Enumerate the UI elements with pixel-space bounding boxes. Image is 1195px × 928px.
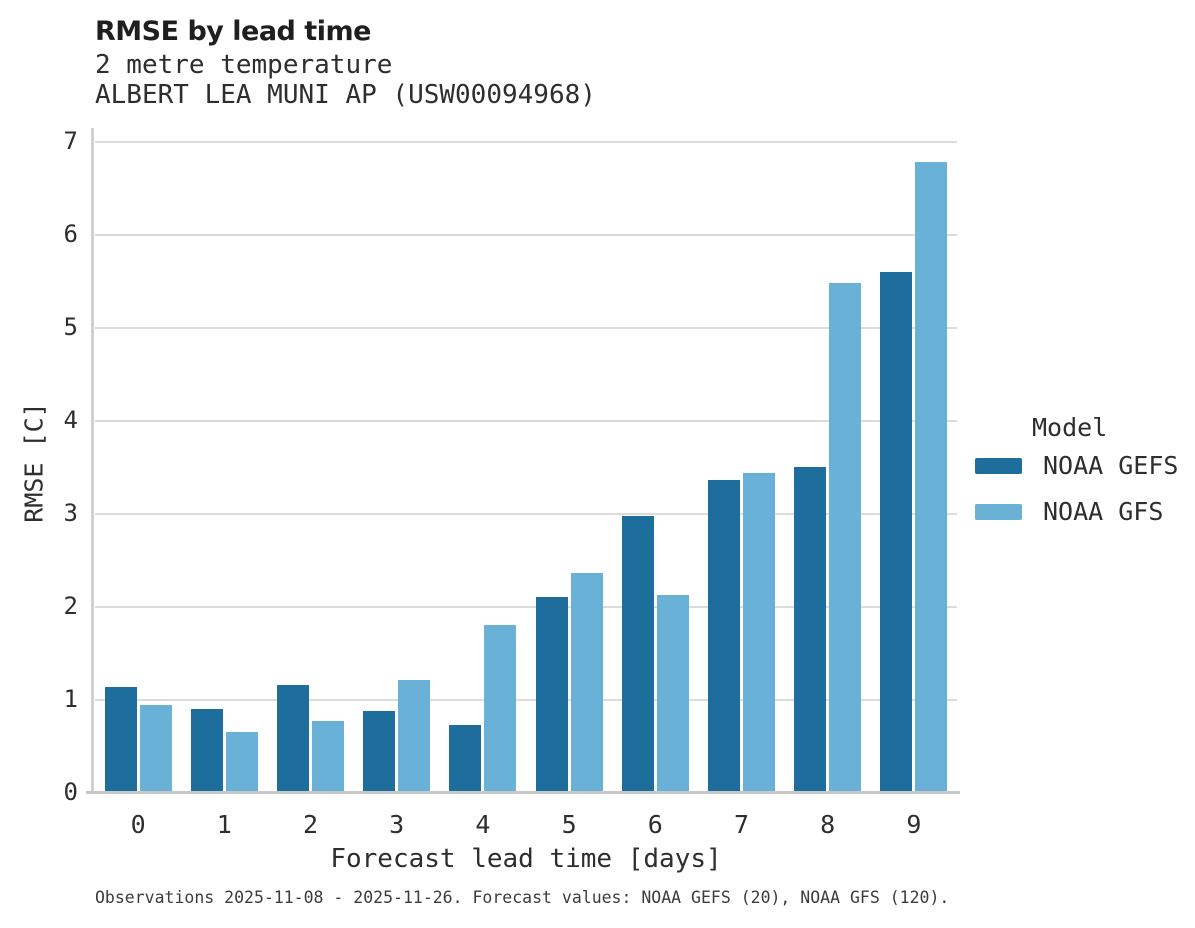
bar-noaa-gefs-lead-0 bbox=[104, 686, 137, 793]
bar-noaa-gefs-lead-5 bbox=[535, 596, 568, 793]
y-axis-line bbox=[91, 128, 94, 793]
legend-item-noaa-gfs: NOAA GFS bbox=[975, 497, 1178, 526]
x-tick-8: 8 bbox=[820, 810, 836, 839]
plot-area bbox=[95, 141, 957, 793]
bar-noaa-gefs-lead-7 bbox=[707, 479, 740, 793]
bar-noaa-gefs-lead-9 bbox=[880, 272, 913, 793]
bar-group-lead-8 bbox=[785, 142, 871, 793]
legend-label-noaa-gfs: NOAA GFS bbox=[1043, 497, 1164, 526]
legend-label-noaa-gefs: NOAA GEFS bbox=[1043, 451, 1179, 480]
y-tick-1: 1 bbox=[63, 685, 78, 713]
gridline-y-1 bbox=[95, 699, 957, 701]
x-tick-4: 4 bbox=[475, 810, 491, 839]
bar-noaa-gfs-lead-0 bbox=[139, 704, 172, 793]
bar-noaa-gfs-lead-9 bbox=[915, 162, 948, 793]
bar-group-lead-4 bbox=[440, 142, 526, 793]
y-tick-0: 0 bbox=[63, 778, 78, 806]
bar-noaa-gfs-lead-2 bbox=[311, 721, 344, 793]
chart-station-subtitle: ALBERT LEA MUNI AP (USW00094968) bbox=[95, 80, 596, 110]
gridline-y-4 bbox=[95, 420, 957, 422]
bar-noaa-gefs-lead-3 bbox=[363, 711, 396, 793]
x-tick-6: 6 bbox=[647, 810, 663, 839]
bar-noaa-gefs-lead-2 bbox=[276, 685, 309, 793]
y-tick-2: 2 bbox=[63, 592, 78, 620]
legend-item-noaa-gefs: NOAA GEFS bbox=[975, 451, 1178, 480]
bar-noaa-gefs-lead-6 bbox=[621, 515, 654, 793]
gridline-y-2 bbox=[95, 606, 957, 608]
legend-swatch-noaa-gefs bbox=[975, 457, 1022, 474]
bar-group-lead-9 bbox=[871, 142, 957, 793]
bar-noaa-gfs-lead-7 bbox=[742, 473, 775, 793]
y-tick-6: 6 bbox=[63, 220, 78, 248]
x-tick-1: 1 bbox=[216, 810, 232, 839]
x-axis-label: Forecast lead time [days] bbox=[330, 844, 722, 874]
x-tick-0: 0 bbox=[130, 810, 146, 839]
gridline-y-7 bbox=[95, 141, 957, 143]
bar-group-lead-6 bbox=[612, 142, 698, 793]
bar-group-lead-1 bbox=[181, 142, 267, 793]
bar-noaa-gefs-lead-1 bbox=[190, 709, 223, 793]
y-tick-4: 4 bbox=[63, 406, 78, 434]
bar-noaa-gfs-lead-5 bbox=[570, 572, 603, 793]
x-tick-9: 9 bbox=[906, 810, 922, 839]
x-axis-line bbox=[86, 791, 960, 794]
x-tick-5: 5 bbox=[561, 810, 577, 839]
bar-group-lead-7 bbox=[698, 142, 784, 793]
bar-noaa-gefs-lead-8 bbox=[794, 466, 827, 793]
y-axis-label: RMSE [C] bbox=[19, 402, 49, 523]
x-tick-7: 7 bbox=[733, 810, 750, 839]
y-tick-5: 5 bbox=[63, 313, 78, 341]
bar-group-lead-2 bbox=[267, 142, 353, 793]
legend: Model NOAA GEFS NOAA GFS bbox=[975, 413, 1178, 543]
bar-noaa-gfs-lead-4 bbox=[484, 624, 517, 793]
chart-title: RMSE by lead time bbox=[95, 16, 371, 47]
gridline-y-6 bbox=[95, 234, 957, 236]
footnote: Observations 2025-11-08 - 2025-11-26. Fo… bbox=[95, 888, 950, 907]
gridline-y-3 bbox=[95, 513, 957, 515]
bar-noaa-gefs-lead-4 bbox=[449, 725, 482, 793]
bar-series bbox=[95, 142, 957, 793]
bar-noaa-gfs-lead-1 bbox=[225, 731, 258, 793]
x-tick-3: 3 bbox=[389, 810, 405, 839]
gridline-y-5 bbox=[95, 327, 957, 329]
x-tick-2: 2 bbox=[302, 810, 319, 839]
bar-noaa-gfs-lead-6 bbox=[656, 594, 689, 793]
bar-noaa-gfs-lead-3 bbox=[398, 679, 431, 793]
chart-subtitle: 2 metre temperature bbox=[95, 50, 393, 80]
y-tick-3: 3 bbox=[63, 499, 78, 527]
legend-swatch-noaa-gfs bbox=[975, 503, 1022, 520]
bar-group-lead-3 bbox=[354, 142, 440, 793]
bar-noaa-gfs-lead-8 bbox=[829, 283, 862, 793]
y-tick-7: 7 bbox=[63, 127, 78, 155]
bar-group-lead-5 bbox=[526, 142, 612, 793]
bar-group-lead-0 bbox=[95, 142, 181, 793]
legend-title: Model bbox=[1032, 413, 1108, 442]
